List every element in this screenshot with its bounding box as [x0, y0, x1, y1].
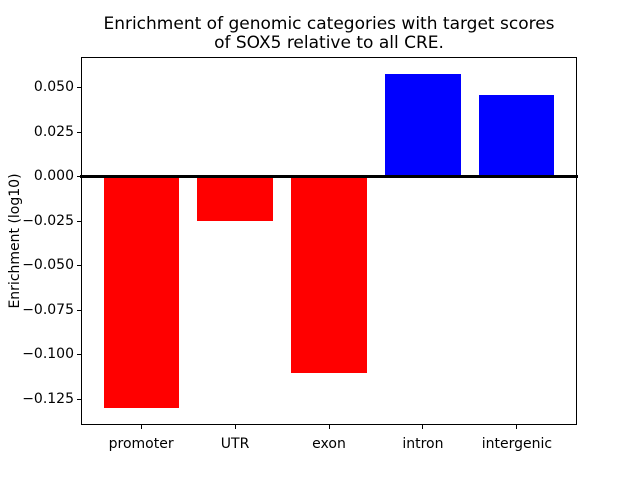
y-tick-mark — [77, 220, 81, 222]
x-tick-mark — [422, 425, 424, 429]
x-tick-label: UTR — [220, 436, 250, 452]
x-tick-mark — [328, 425, 330, 429]
x-tick-label: exon — [312, 436, 346, 452]
plot-area — [80, 57, 578, 425]
x-tick-label: intron — [402, 436, 444, 452]
x-tick-mark — [234, 425, 236, 429]
bar-promoter — [103, 176, 179, 409]
chart-title-line2: of SOX5 relative to all CRE. — [214, 33, 444, 53]
bar-exon — [291, 176, 367, 373]
y-tick-mark — [77, 265, 81, 267]
x-tick-label: promoter — [108, 436, 174, 452]
y-tick-mark — [77, 398, 81, 400]
bar-intron — [385, 73, 461, 177]
y-tick-label: −0.100 — [22, 346, 74, 363]
y-tick-mark — [77, 176, 81, 178]
y-tick-label: 0.050 — [33, 79, 74, 96]
zero-line — [80, 175, 578, 179]
y-tick-label: −0.025 — [22, 212, 74, 229]
x-tick-label: intergenic — [481, 436, 553, 452]
y-tick-label: −0.125 — [22, 390, 74, 407]
chart-title-line1: Enrichment of genomic categories with ta… — [103, 14, 555, 34]
y-tick-mark — [77, 354, 81, 356]
x-tick-mark — [516, 425, 518, 429]
bar-intergenic — [479, 95, 555, 177]
y-tick-mark — [77, 131, 81, 133]
x-tick-mark — [140, 425, 142, 429]
plot-frame — [81, 57, 577, 425]
y-tick-label: −0.075 — [22, 301, 74, 318]
y-tick-label: 0.025 — [33, 123, 74, 140]
chart-title: Enrichment of genomic categories with ta… — [81, 15, 577, 53]
y-axis-label: Enrichment (log10) — [7, 173, 23, 309]
y-tick-label: 0.000 — [33, 168, 74, 185]
y-tick-mark — [77, 87, 81, 89]
y-tick-mark — [77, 309, 81, 311]
bar-UTR — [197, 176, 273, 221]
y-tick-label: −0.050 — [22, 257, 74, 274]
